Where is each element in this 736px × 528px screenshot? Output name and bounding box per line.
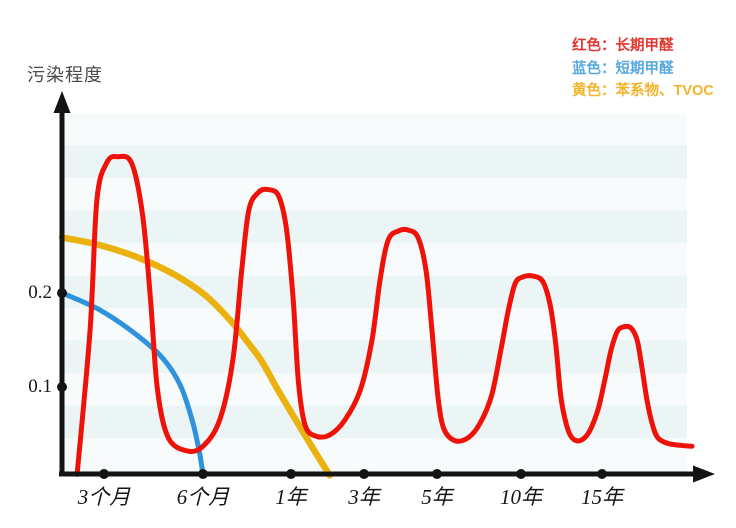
curve-长期甲醛 [74, 153, 695, 477]
legend-item: 蓝色：短期甲醛 [572, 60, 674, 77]
y-axis-title: 污染程度 [27, 65, 103, 85]
y-tick-label: 0.2 [28, 282, 52, 303]
tick-dots-group [57, 288, 607, 479]
y-tick-dot [57, 382, 67, 392]
x-axis-arrow-icon [693, 465, 715, 483]
legend-item: 黄色：苯系物、TVOC [572, 83, 714, 99]
y-tick-dot [57, 288, 67, 298]
curves-group [58, 153, 695, 479]
y-axis-arrow-icon [53, 91, 71, 113]
x-tick-label: 15年 [581, 485, 623, 509]
x-tick-label: 1年 [275, 485, 307, 509]
x-tick-dot [286, 469, 296, 479]
x-tick-dot [99, 469, 109, 479]
x-tick-label: 3个月 [77, 485, 131, 509]
x-tick-dot [198, 469, 208, 479]
x-tick-dot [359, 469, 369, 479]
x-tick-dot [516, 469, 526, 479]
axes-group [53, 91, 715, 483]
x-tick-dot [597, 469, 607, 479]
x-tick-label: 10年 [500, 485, 542, 509]
x-tick-label: 5年 [421, 485, 453, 509]
x-tick-dot [432, 469, 442, 479]
curve-苯系物、TVOC [58, 234, 333, 479]
y-tick-label: 0.1 [28, 376, 52, 397]
x-tick-label: 6个月 [176, 485, 230, 509]
x-tick-label: 3年 [348, 485, 380, 509]
plot-area-background [62, 113, 687, 474]
legend-item: 红色：长期甲醛 [572, 38, 674, 54]
legend: 红色：长期甲醛 蓝色：短期甲醛黄色：苯系物、TVOC [572, 35, 714, 103]
